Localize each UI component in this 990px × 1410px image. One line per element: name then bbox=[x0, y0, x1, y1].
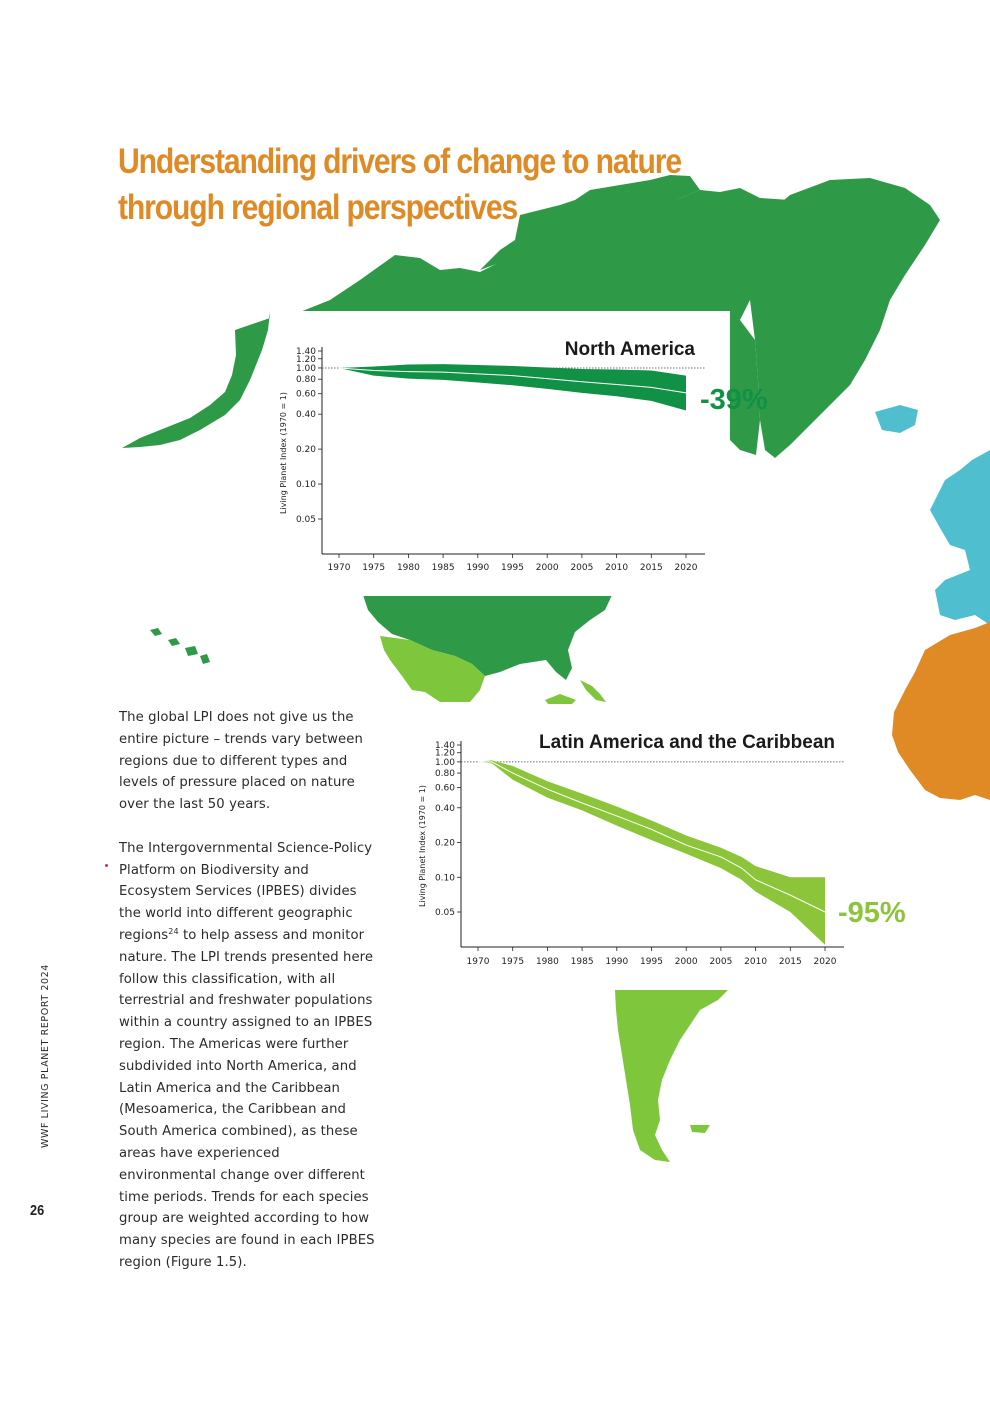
x-tick-label: 2015 bbox=[640, 563, 663, 573]
latin-america-map bbox=[380, 636, 728, 1162]
page-title-line-2: through regional perspectives bbox=[118, 188, 518, 228]
x-tick-label: 2020 bbox=[814, 957, 837, 967]
caribbean-shape bbox=[545, 680, 606, 704]
x-tick-label: 2015 bbox=[779, 957, 802, 967]
margin-dot bbox=[105, 864, 108, 867]
confidence-band bbox=[339, 364, 686, 411]
mexico-shape bbox=[380, 636, 485, 702]
alaska-shape bbox=[122, 188, 800, 448]
europe-map bbox=[875, 405, 990, 625]
iceland-shape bbox=[875, 405, 918, 433]
x-tick-label: 2005 bbox=[709, 957, 732, 967]
index-trend-line bbox=[338, 367, 687, 394]
x-tick-label: 2000 bbox=[675, 957, 698, 967]
south-america-shape bbox=[615, 990, 728, 1162]
usa-shape bbox=[363, 595, 612, 680]
body-text: The global LPI does not give us the enti… bbox=[119, 707, 379, 1296]
paragraph-1: The global LPI does not give us the enti… bbox=[119, 710, 363, 813]
chart-title: North America bbox=[565, 339, 696, 360]
index-trend-line bbox=[478, 761, 826, 913]
x-tick-label: 1975 bbox=[501, 957, 524, 967]
x-tick-label: 1995 bbox=[640, 957, 663, 967]
reference-superscript: 24 bbox=[168, 926, 179, 936]
x-tick-label: 1980 bbox=[397, 563, 420, 573]
y-tick-label: 0.40 bbox=[296, 410, 316, 420]
y-tick-label: 0.80 bbox=[296, 375, 316, 385]
chart-title: Latin America and the Caribbean bbox=[539, 732, 835, 753]
chart-panel bbox=[270, 311, 730, 596]
x-tick-label: 1970 bbox=[328, 563, 351, 573]
x-tick-label: 1970 bbox=[467, 957, 490, 967]
latin-america-chart: Latin America and the Caribbean -95% 1.4… bbox=[418, 732, 906, 967]
x-tick-label: 1980 bbox=[536, 957, 559, 967]
x-tick-label: 2005 bbox=[570, 563, 593, 573]
page-title: Understanding drivers of change to natur… bbox=[118, 139, 682, 231]
x-tick-label: 2020 bbox=[675, 563, 698, 573]
y-tick-label: 0.10 bbox=[435, 873, 455, 883]
y-axis-title: Living Planet Index (1970 = 1) bbox=[279, 392, 288, 514]
y-tick-label: 1.20 bbox=[435, 749, 455, 759]
report-side-label: WWF LIVING PLANET REPORT 2024 bbox=[40, 964, 51, 1148]
change-percentage: -95% bbox=[838, 897, 906, 929]
north-america-map bbox=[122, 175, 940, 680]
plot-area: 1.401.201.000.80 0.60 0.40 0.20 0.10 0.05 1970… bbox=[418, 741, 844, 967]
greenland-shape bbox=[740, 178, 940, 458]
y-tick-label: 1.40 bbox=[296, 347, 316, 357]
y-tick-label: 0.10 bbox=[296, 480, 316, 490]
x-tick-label: 1990 bbox=[605, 957, 628, 967]
y-tick-label: 0.60 bbox=[435, 783, 455, 793]
north-america-chart: North America -39% 1.401.201.000.80 0.60 0… bbox=[270, 311, 768, 596]
y-tick-label: 0.05 bbox=[435, 908, 455, 918]
x-tick-label: 1995 bbox=[501, 563, 524, 573]
y-tick-label: 1.00 bbox=[435, 758, 455, 768]
y-tick-label: 1.20 bbox=[296, 355, 316, 365]
y-axis-title: Living Planet Index (1970 = 1) bbox=[418, 785, 427, 907]
y-tick-label: 0.20 bbox=[296, 445, 316, 455]
africa-shape bbox=[892, 622, 990, 800]
y-tick-label: 0.05 bbox=[296, 515, 316, 525]
x-tick-label: 2010 bbox=[744, 957, 767, 967]
hawaii-shape bbox=[150, 628, 210, 664]
x-tick-label: 2010 bbox=[605, 563, 628, 573]
x-tick-label: 2000 bbox=[536, 563, 559, 573]
page-title-line-1: Understanding drivers of change to natur… bbox=[118, 142, 682, 182]
y-tick-label: 0.20 bbox=[435, 839, 455, 849]
x-tick-label: 1985 bbox=[432, 563, 455, 573]
paragraph-2-end: to help assess and monitor nature. The L… bbox=[119, 927, 375, 1270]
y-tick-label: 0.60 bbox=[296, 390, 316, 400]
y-tick-label: 1.40 bbox=[435, 741, 455, 751]
africa-map bbox=[892, 622, 990, 800]
europe-shape bbox=[930, 450, 990, 625]
y-tick-label: 0.40 bbox=[435, 804, 455, 814]
x-tick-label: 1985 bbox=[571, 957, 594, 967]
change-percentage: -39% bbox=[700, 384, 768, 416]
canada-west-shape bbox=[480, 175, 700, 270]
page-number: 26 bbox=[30, 1202, 45, 1219]
y-tick-label: 1.00 bbox=[296, 364, 316, 374]
paragraph-2: The Intergovernmental Science-Policy Pla… bbox=[119, 838, 379, 1274]
confidence-band bbox=[478, 760, 825, 945]
paragraph-2-start: The Intergovernmental Science-Policy Pla… bbox=[119, 840, 373, 943]
x-tick-label: 1975 bbox=[362, 563, 385, 573]
plot-area: 1.401.201.000.80 0.60 0.40 0.20 0.10 0.05 1970… bbox=[279, 347, 705, 573]
x-tick-label: 1990 bbox=[466, 563, 489, 573]
y-tick-label: 0.80 bbox=[435, 769, 455, 779]
